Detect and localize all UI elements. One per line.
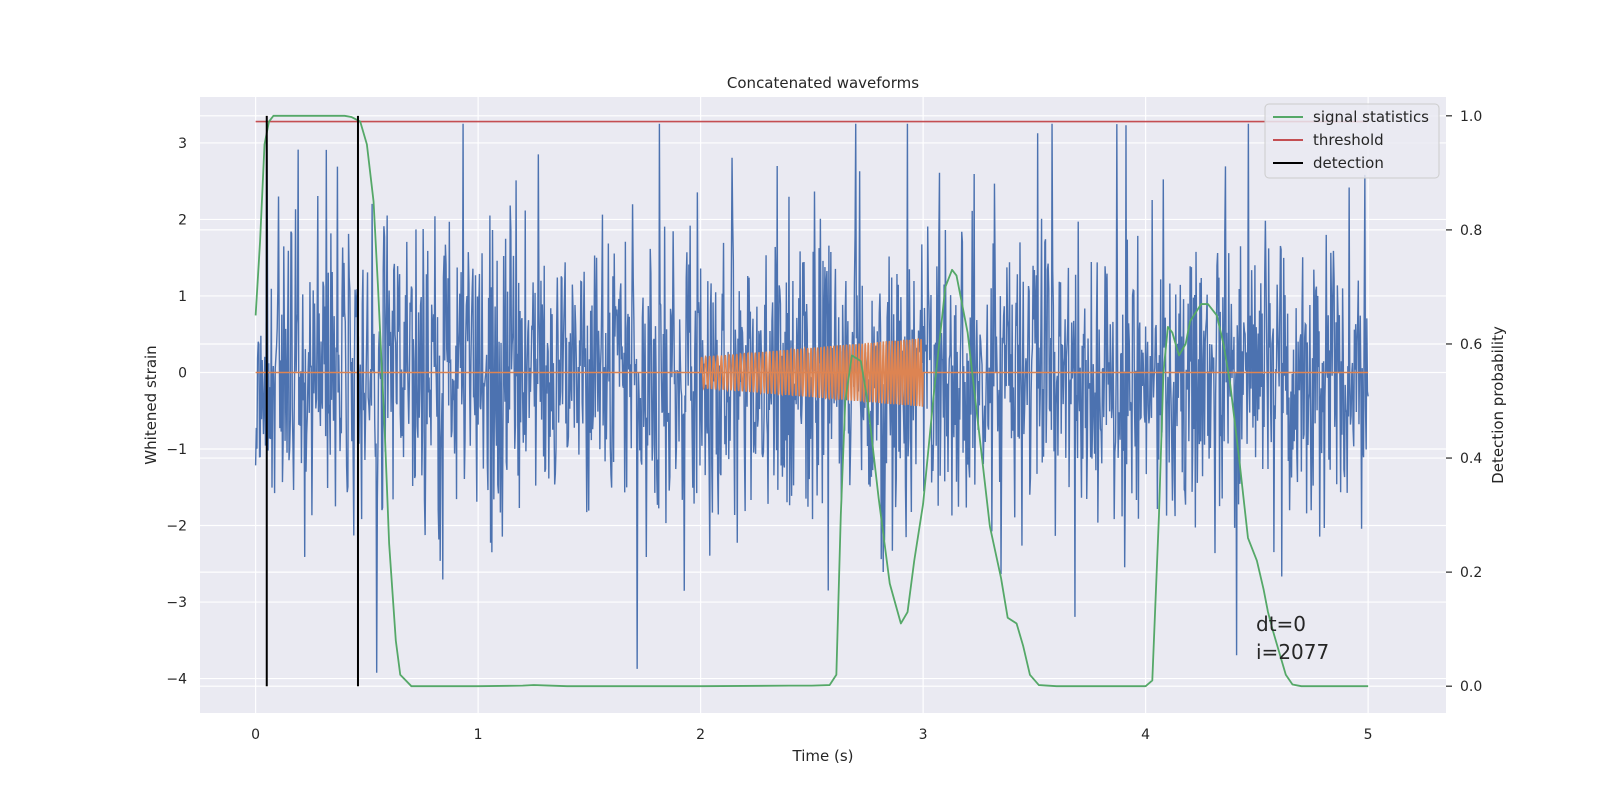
y-tick-label: 2 (178, 212, 187, 228)
y2-tick-label: 0.2 (1460, 565, 1482, 581)
x-axis-ticks: 0 1 2 3 4 5 (251, 727, 1372, 743)
y-tick-label: −1 (166, 442, 187, 458)
y-axis-label: Whitened strain (142, 345, 160, 464)
x-tick-label: 3 (919, 727, 928, 743)
x-tick-label: 1 (474, 727, 483, 743)
legend-label-threshold: threshold (1313, 131, 1384, 149)
legend: signal statistics threshold detection (1264, 103, 1440, 179)
y-tick-label: −2 (166, 519, 187, 535)
legend-label-detection: detection (1313, 154, 1384, 172)
y-tick-label: 3 (178, 136, 187, 152)
injected-chirp-series (255, 338, 1369, 407)
annotation-i: i=2077 (1256, 640, 1329, 664)
x-tick-label: 0 (251, 727, 260, 743)
chirp-line (699, 338, 924, 407)
y-tick-label: 1 (178, 289, 187, 305)
y-tick-label: −4 (166, 672, 187, 688)
y2-tick-label: 0.6 (1460, 337, 1482, 353)
x-tick-label: 4 (1141, 727, 1150, 743)
y2-tick-label: 0.4 (1460, 451, 1482, 467)
legend-box (1264, 103, 1440, 179)
detection-series (265, 115, 359, 687)
annotation-dt: dt=0 (1256, 612, 1306, 636)
signal-statistics-line (254, 114, 1369, 688)
y2-tick-label: 0.8 (1460, 223, 1482, 239)
y2-tick-label: 1.0 (1460, 109, 1482, 125)
chart-title: Concatenated waveforms (727, 74, 919, 92)
signal-statistics-series (254, 114, 1369, 688)
y2-axis-label: Detection probability (1489, 326, 1507, 484)
y-tick-label: 0 (178, 365, 187, 381)
y-tick-label: −3 (166, 595, 187, 611)
y-axis-ticks: −4 −3 −2 −1 0 1 2 3 (166, 136, 187, 688)
y2-tick-label: 0.0 (1460, 679, 1482, 695)
x-tick-label: 2 (696, 727, 705, 743)
legend-label-signal-statistics: signal statistics (1313, 108, 1429, 126)
x-tick-label: 5 (1364, 727, 1373, 743)
x-axis-label: Time (s) (792, 747, 854, 765)
y2-axis-ticks: 0.0 0.2 0.4 0.6 0.8 1.0 (1446, 109, 1482, 695)
